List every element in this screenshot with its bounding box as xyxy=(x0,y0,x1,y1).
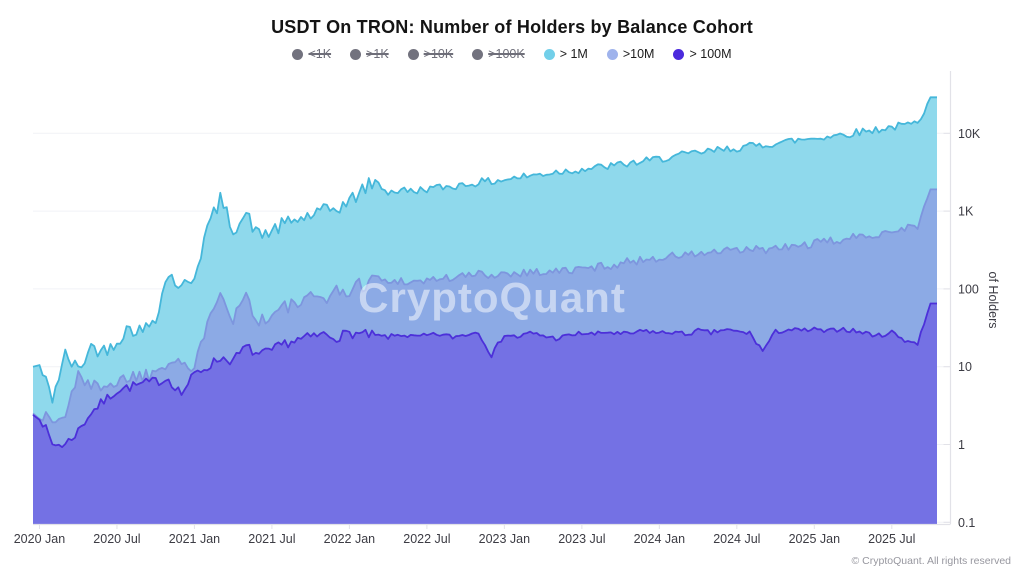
legend-label: >10K xyxy=(423,47,454,61)
legend-dot-icon xyxy=(673,48,685,60)
chart-legend: <1K >1K >10K >100K > 1M >10M > 100M xyxy=(0,47,1024,61)
line-1m xyxy=(32,96,937,404)
copyright-note: © CryptoQuant. All rights reserved xyxy=(851,555,1011,567)
x-tick-label: 2020 Jan xyxy=(14,532,65,546)
y-tick-label: 1K xyxy=(958,205,974,219)
legend-label: > 100M xyxy=(689,47,732,61)
x-tick-label: 2025 Jul xyxy=(868,532,915,546)
legend-dot-icon xyxy=(407,48,419,60)
legend-item-100k[interactable]: >100K xyxy=(472,47,525,61)
y-tick-label: 10K xyxy=(958,127,981,141)
x-tick-label: 2025 Jan xyxy=(789,532,840,546)
x-tick-label: 2022 Jul xyxy=(403,532,450,546)
legend-dot-icon xyxy=(350,48,362,60)
legend-item-1k[interactable]: >1K xyxy=(350,47,389,61)
x-tick-label: 2022 Jan xyxy=(324,532,375,546)
cryptoquant-watermark: CryptoQuant xyxy=(358,274,626,321)
x-tick-label: 2021 Jan xyxy=(169,532,220,546)
x-tick-label: 2024 Jul xyxy=(713,532,760,546)
x-tick-label: 2024 Jan xyxy=(634,532,685,546)
line-10m xyxy=(32,188,937,424)
legend-label: <1K xyxy=(308,47,332,61)
x-tick-label: 2023 Jul xyxy=(558,532,605,546)
y-axis-title: of Holders xyxy=(986,272,1000,329)
legend-label: >1K xyxy=(366,47,389,61)
y-tick-label: 100 xyxy=(958,282,979,296)
chart-title: USDT On TRON: Number of Holders by Balan… xyxy=(271,17,753,37)
legend-item-10k[interactable]: >10K xyxy=(407,47,454,61)
x-tick-label: 2021 Jul xyxy=(248,532,295,546)
y-tick-label: 0.1 xyxy=(958,516,975,530)
y-tick-label: 10 xyxy=(958,360,972,374)
legend-dot-icon xyxy=(606,48,618,60)
legend-dot-icon xyxy=(292,48,304,60)
legend-dot-icon xyxy=(543,48,555,60)
legend-item-1m[interactable]: > 1M xyxy=(543,47,588,61)
legend-label: > 1M xyxy=(559,47,588,61)
line-100m xyxy=(32,302,937,448)
legend-label: >10M xyxy=(622,47,655,61)
legend-item-1k[interactable]: <1K xyxy=(292,47,331,61)
x-tick-label: 2023 Jan xyxy=(479,532,530,546)
y-tick-label: 1 xyxy=(958,438,965,452)
legend-dot-icon xyxy=(472,48,484,60)
x-tick-label: 2020 Jul xyxy=(93,532,140,546)
area-100m[interactable] xyxy=(33,303,937,525)
legend-item-100m[interactable]: > 100M xyxy=(673,47,732,61)
legend-item-10m[interactable]: >10M xyxy=(606,47,655,61)
legend-label: >100K xyxy=(488,47,525,61)
